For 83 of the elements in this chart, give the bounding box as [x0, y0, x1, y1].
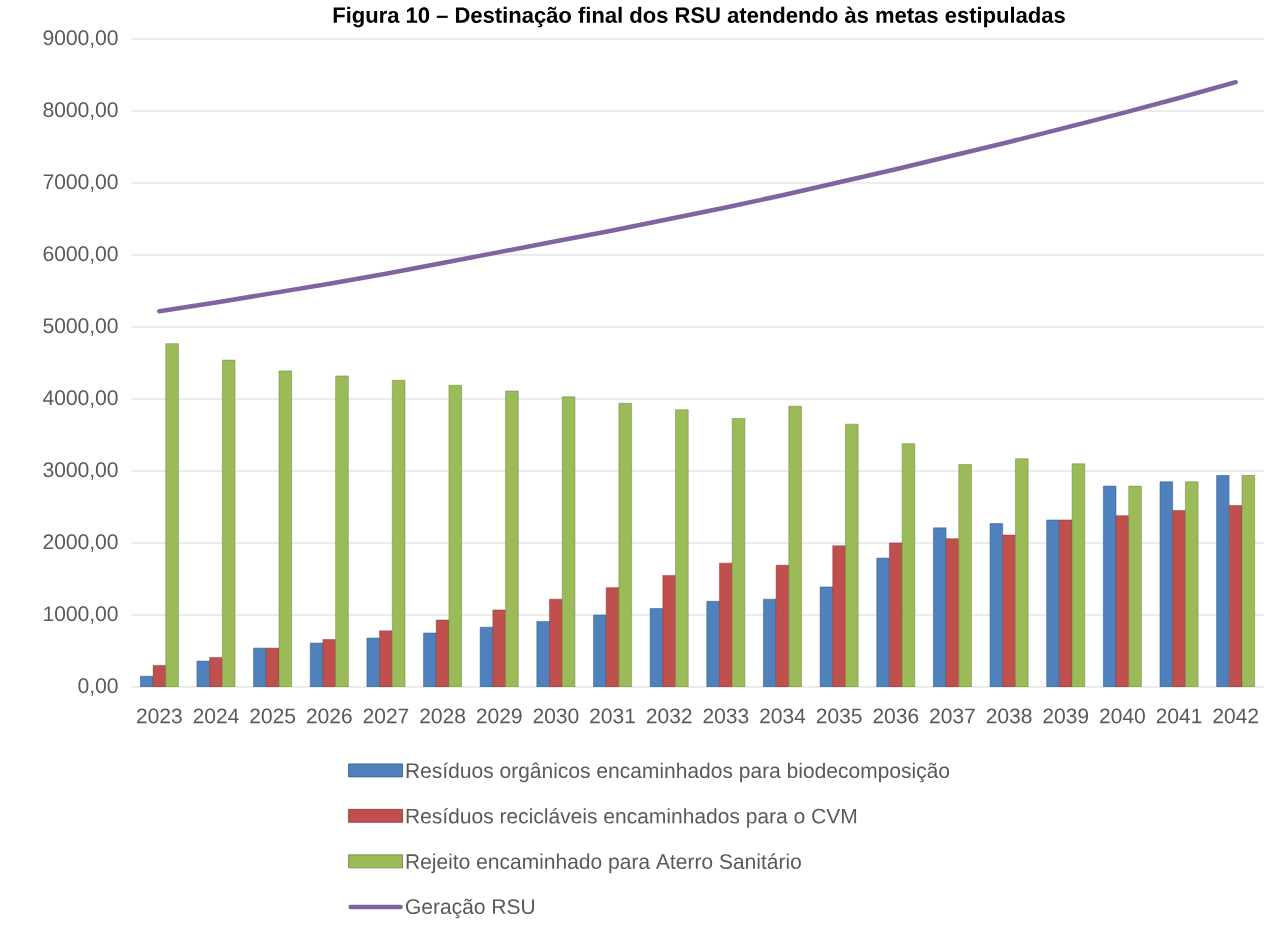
- bar: [536, 621, 550, 687]
- bar: [832, 545, 846, 687]
- x-tick-label: 2035: [816, 708, 862, 724]
- bar: [945, 538, 960, 687]
- x-tick-label: 2036: [873, 708, 919, 724]
- bar: [335, 375, 349, 687]
- bar: [1115, 515, 1129, 687]
- x-tick-label: 2024: [193, 708, 239, 724]
- bar: [1002, 534, 1016, 687]
- y-tick-label: 7000,00: [43, 174, 118, 192]
- legend-label: Resíduos orgânicos encaminhados para biodecomposição: [406, 762, 950, 783]
- bar: [1216, 475, 1230, 687]
- bar: [1103, 485, 1117, 687]
- bar: [1046, 519, 1060, 687]
- bar: [706, 601, 720, 687]
- bar: [379, 630, 393, 687]
- y-tick-label: 0,00: [78, 678, 118, 696]
- x-tick-label: 2030: [533, 708, 579, 724]
- bar: [423, 632, 437, 687]
- x-tick-label: 2031: [590, 708, 635, 724]
- y-tick-label: 9000,00: [43, 30, 118, 48]
- x-tick-label: 2026: [306, 708, 352, 724]
- legend-label: Rejeito encaminhado para Aterro Sanitário: [406, 853, 801, 874]
- x-tick-label: 2023: [137, 708, 182, 724]
- bar: [1172, 510, 1186, 687]
- x-tick-label: 2027: [363, 708, 409, 724]
- bar: [266, 647, 280, 687]
- bar: [165, 343, 179, 687]
- bar: [253, 647, 267, 687]
- bar: [209, 657, 223, 687]
- bar: [662, 575, 676, 687]
- y-tick-label: 4000,00: [43, 390, 118, 408]
- bar: [889, 542, 903, 687]
- bar: [675, 409, 689, 687]
- bar: [593, 614, 607, 687]
- bar: [505, 390, 519, 687]
- bar: [1128, 485, 1142, 687]
- bar: [775, 565, 790, 687]
- bar: [549, 598, 563, 687]
- x-tick-label: 2025: [250, 708, 296, 724]
- x-tick-label: 2042: [1213, 708, 1258, 724]
- x-tick-label: 2040: [1100, 708, 1145, 724]
- bar: [845, 423, 859, 687]
- bar: [763, 598, 777, 687]
- x-tick-label: 2041: [1156, 708, 1202, 724]
- bar: [819, 586, 834, 687]
- bar: [876, 557, 890, 687]
- bar: [1059, 519, 1073, 687]
- bar: [788, 405, 802, 687]
- bar: [1159, 481, 1173, 687]
- x-tick-label: 2038: [986, 708, 1032, 724]
- bar: [435, 619, 450, 687]
- x-tick-label: 2037: [930, 708, 975, 724]
- bar: [933, 527, 947, 687]
- y-tick-label: 6000,00: [43, 246, 118, 264]
- bar: [196, 660, 210, 687]
- bar: [1229, 505, 1243, 687]
- bar: [309, 642, 324, 687]
- x-tick-label: 2033: [703, 708, 749, 724]
- x-tick-label: 2034: [760, 708, 806, 724]
- bar: [958, 464, 972, 687]
- bar: [989, 523, 1003, 687]
- y-tick-label: 1000,00: [44, 606, 118, 624]
- bar: [152, 665, 166, 687]
- y-tick-label: 2000,00: [43, 534, 118, 552]
- bar: [479, 626, 494, 687]
- bar: [605, 587, 620, 687]
- legend-label: Resíduos recicláveis encaminhados para o CVM: [406, 807, 857, 828]
- bar: [366, 637, 380, 687]
- bar: [140, 675, 154, 687]
- bar: [492, 609, 506, 687]
- y-tick-label: 5000,00: [43, 318, 118, 336]
- legend-label: Geração RSU: [406, 898, 535, 919]
- x-tick-label: 2028: [420, 708, 466, 724]
- x-tick-label: 2032: [646, 708, 692, 724]
- chart-title: Figura 10 – Destinação final dos RSU atendendo às metas estipuladas: [333, 6, 1065, 28]
- x-tick-label: 2029: [476, 708, 522, 724]
- y-tick-label: 3000,00: [43, 462, 118, 480]
- bar: [649, 608, 664, 687]
- x-tick-label: 2039: [1043, 708, 1089, 724]
- bar: [322, 639, 336, 687]
- bar: [719, 562, 733, 687]
- y-tick-label: 8000,00: [43, 102, 118, 120]
